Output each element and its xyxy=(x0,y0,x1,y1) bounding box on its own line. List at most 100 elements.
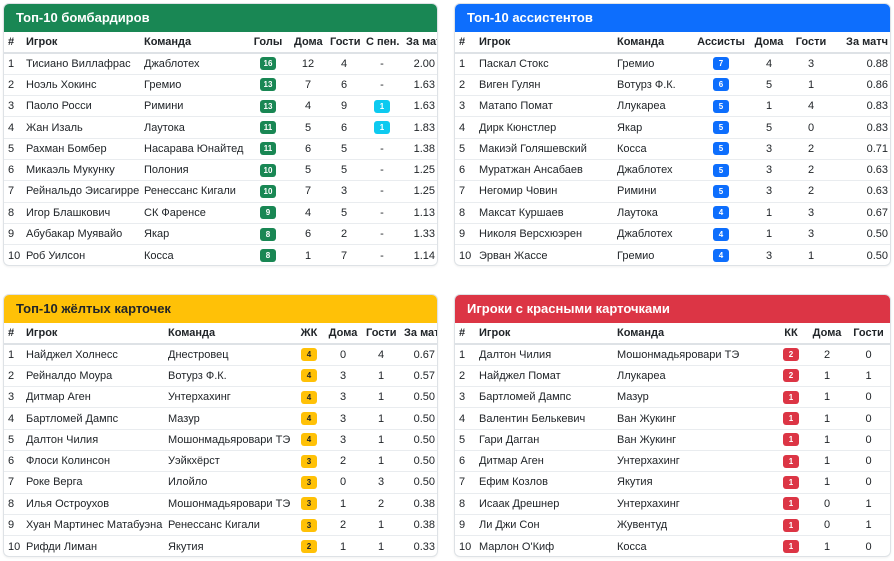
player-name[interactable]: Дитмар Аген xyxy=(475,450,613,473)
table-row[interactable]: 8 Исаак Дрешнер Унтерхахинг 1 0 1 xyxy=(455,493,890,515)
player-name[interactable]: Бартломей Дампс xyxy=(22,407,164,430)
player-name[interactable]: Абубакар Муявайо xyxy=(22,223,140,246)
table-row[interactable]: 5 Далтон Чилия Мошонмадьяровари ТЭ 4 3 1 0.50 xyxy=(4,429,437,451)
team-name[interactable]: Илойло xyxy=(164,471,294,494)
team-name[interactable]: Унтерхахинг xyxy=(164,386,294,409)
table-row[interactable]: 10 Рифди Лиман Якутия 2 1 1 0.33 xyxy=(4,536,437,556)
team-name[interactable]: Ллукареа xyxy=(613,95,693,118)
player-name[interactable]: Максат Куршаев xyxy=(475,202,613,224)
player-name[interactable]: Дирк Кюнстлер xyxy=(475,116,613,139)
col-yellow-cards[interactable]: ЖК xyxy=(294,323,324,345)
player-name[interactable]: Эрван Жассе xyxy=(479,249,548,262)
player-name[interactable]: Паоло Росси xyxy=(22,95,140,118)
table-row[interactable]: 10 Эрван Жассе Гремио 4 3 1 0.50 xyxy=(455,245,890,265)
player-name[interactable]: Хуан Мартинес Матабуэна xyxy=(22,514,164,537)
col-home[interactable]: Дома xyxy=(290,32,326,54)
table-row[interactable]: 8 Игор Блашкович СК Фаренсе 9 4 5-1.13 xyxy=(4,202,437,224)
team-name[interactable]: Полония xyxy=(140,159,246,182)
team-name[interactable]: Гремио xyxy=(617,249,655,262)
player-name[interactable]: Негомир Човин xyxy=(475,180,613,203)
table-row[interactable]: 5 Гари Дагган Ван Жукинг 1 1 0 xyxy=(455,429,890,451)
team-name[interactable]: Джаблотех xyxy=(613,159,693,182)
player-name[interactable]: Илья Остроухов xyxy=(22,493,164,515)
table-row[interactable]: 2 Найджел Помат Ллукареа 2 1 1 xyxy=(455,365,890,388)
player-name[interactable]: Жан Изаль xyxy=(22,116,140,139)
team-name[interactable]: Косса xyxy=(613,138,693,160)
player-name[interactable]: Флоси Колинсон xyxy=(22,450,164,473)
player-name[interactable]: Найджел Холнесс xyxy=(22,344,164,366)
col-pens[interactable]: С пен. xyxy=(362,32,402,54)
player-name[interactable]: Валентин Белькевич xyxy=(475,407,613,430)
team-name[interactable]: Джаблотех xyxy=(140,53,246,75)
team-name[interactable]: Римини xyxy=(613,180,693,203)
table-row[interactable]: 10 Роб Уилсон Косса 8 1 7 - 1.14 xyxy=(4,245,437,265)
team-name[interactable]: Косса xyxy=(144,249,174,262)
table-row[interactable]: 2 Ноэль Хокинс Гремио 13 7 6-1.63 xyxy=(4,74,437,97)
table-row[interactable]: 4 Бартломей Дампс Мазур 4 3 1 0.50 xyxy=(4,407,437,430)
player-name[interactable]: Рахман Бомбер xyxy=(22,138,140,160)
team-name[interactable]: Мазур xyxy=(613,386,775,409)
table-row[interactable]: 4 Валентин Белькевич Ван Жукинг 1 1 0 xyxy=(455,407,890,430)
team-name[interactable]: Жувентуд xyxy=(613,514,775,537)
table-row[interactable]: 6 Флоси Колинсон Уэйкхёрст 3 2 1 0.50 xyxy=(4,450,437,473)
player-name[interactable]: Дитмар Аген xyxy=(22,386,164,409)
team-name[interactable]: Уэйкхёрст xyxy=(164,450,294,473)
team-name[interactable]: Римини xyxy=(140,95,246,118)
player-name[interactable]: Марлон О'Киф xyxy=(479,540,555,553)
player-name[interactable]: Ноэль Хокинс xyxy=(22,74,140,97)
player-name[interactable]: Гари Дагган xyxy=(475,429,613,451)
table-row[interactable]: 3 Дитмар Аген Унтерхахинг 4 3 1 0.50 xyxy=(4,386,437,409)
player-name[interactable]: Паскал Стокс xyxy=(475,53,613,75)
team-name[interactable]: Ренессанс Кигали xyxy=(164,514,294,537)
col-away[interactable]: Гости xyxy=(847,323,890,345)
col-per-match[interactable]: За матч xyxy=(833,32,890,54)
table-row[interactable]: 7 Рейнальдо Эисагирре Ренессанс Кигали 10 7 3… xyxy=(4,180,437,203)
team-name[interactable]: Днестровец xyxy=(164,344,294,366)
team-name[interactable]: Мошонмадьяровари ТЭ xyxy=(164,429,294,451)
table-row[interactable]: 10 Марлон О'Киф Косса 1 1 0 xyxy=(455,536,890,556)
col-away[interactable]: Гости xyxy=(326,32,362,54)
team-name[interactable]: Косса xyxy=(617,540,647,553)
team-name[interactable]: Ван Жукинг xyxy=(613,429,775,451)
player-name[interactable]: Муратжан Ансабаев xyxy=(475,159,613,182)
player-name[interactable]: Далтон Чилия xyxy=(22,429,164,451)
table-row[interactable]: 6 Дитмар Аген Унтерхахинг 1 1 0 xyxy=(455,450,890,473)
table-row[interactable]: 1 Найджел Холнесс Днестровец 4 0 4 0.67 xyxy=(4,344,437,366)
col-team[interactable]: Команда xyxy=(140,32,246,54)
table-row[interactable]: 4 Жан Изаль Лаутока 11 5 6 1 1.83 xyxy=(4,116,437,139)
col-assists[interactable]: Ассисты xyxy=(693,32,749,54)
col-per-match[interactable]: За матч xyxy=(402,32,437,54)
table-row[interactable]: 9 Николя Версхюэрен Джаблотех 4 1 3 0.50 xyxy=(455,223,890,246)
player-name[interactable]: Найджел Помат xyxy=(475,365,613,388)
team-name[interactable]: Мазур xyxy=(164,407,294,430)
player-name[interactable]: Ефим Козлов xyxy=(475,471,613,494)
col-team[interactable]: Команда xyxy=(164,323,294,345)
player-name[interactable]: Роке Верга xyxy=(22,471,164,494)
player-name[interactable]: Макиэй Голяшевский xyxy=(475,138,613,160)
col-red-cards[interactable]: КК xyxy=(775,323,807,345)
col-player[interactable]: Игрок xyxy=(475,323,613,345)
table-row[interactable]: 8 Максат Куршаев Лаутока 4 1 3 0.67 xyxy=(455,202,890,224)
table-row[interactable]: 3 Бартломей Дампс Мазур 1 1 0 xyxy=(455,386,890,409)
table-row[interactable]: 3 Паоло Росси Римини 13 4 9 1 1.63 xyxy=(4,95,437,118)
player-name[interactable]: Тисиано Виллафрас xyxy=(22,53,140,75)
team-name[interactable]: СК Фаренсе xyxy=(140,202,246,224)
player-name[interactable]: Роб Уилсон xyxy=(26,249,86,262)
col-away[interactable]: Гости xyxy=(362,323,400,345)
table-row[interactable]: 9 Хуан Мартинес Матабуэна Ренессанс Кигали… xyxy=(4,514,437,537)
table-row[interactable]: 6 Микаэль Мукунку Полония 10 5 5-1.25 xyxy=(4,159,437,182)
table-row[interactable]: 1 Паскал Стокс Гремио 7 4 3 0.88 xyxy=(455,53,890,75)
team-name[interactable]: Якутия xyxy=(613,471,775,494)
col-home[interactable]: Дома xyxy=(749,32,789,54)
col-away[interactable]: Гости xyxy=(789,32,833,54)
team-name[interactable]: Мошонмадьяровари ТЭ xyxy=(613,344,775,366)
table-row[interactable]: 2 Рейналдо Моура Вотурз Ф.К. 4 3 1 0.57 xyxy=(4,365,437,388)
table-row[interactable]: 9 Абубакар Муявайо Якар 8 6 2-1.33 xyxy=(4,223,437,246)
table-row[interactable]: 6 Муратжан Ансабаев Джаблотех 5 3 2 0.63 xyxy=(455,159,890,182)
col-per-match[interactable]: За матч xyxy=(400,323,437,345)
player-name[interactable]: Рифди Лиман xyxy=(26,540,98,553)
team-name[interactable]: Джаблотех xyxy=(613,223,693,246)
team-name[interactable]: Якар xyxy=(140,223,246,246)
player-name[interactable]: Бартломей Дампс xyxy=(475,386,613,409)
table-row[interactable]: 9 Ли Джи Сон Жувентуд 1 0 1 xyxy=(455,514,890,537)
